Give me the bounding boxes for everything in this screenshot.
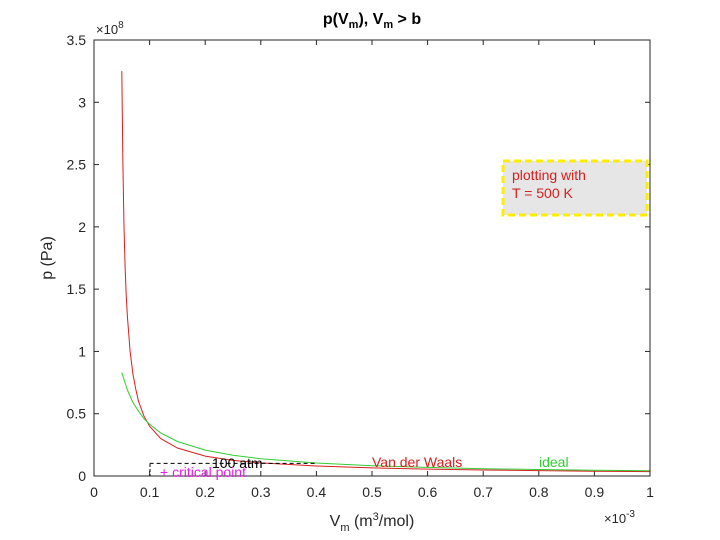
y-tick-label: 2.5 — [67, 157, 87, 173]
critical-point-label: + critical point — [160, 464, 246, 480]
tick-group: 0 0.1 0.2 0.3 0.4 0.5 0.6 0.7 0.8 0.9 1 0 0.5 1 1.5 2 2.… — [67, 32, 655, 500]
y-exponent: ×108 — [96, 20, 124, 37]
x-tick-label: 0.5 — [362, 484, 382, 500]
info-box: plotting with T = 500 K — [501, 159, 649, 217]
x-tick-label: 0.8 — [529, 484, 549, 500]
x-axis-label: Vm (m3/mol) — [330, 511, 415, 534]
y-axis-label: p (Pa) — [39, 236, 56, 280]
y-tick-label: 3.5 — [67, 32, 87, 48]
series-line-vdw — [121, 71, 651, 473]
x-tick-label: 0.1 — [140, 484, 160, 500]
info-box-line2: T = 500 K — [512, 185, 574, 201]
x-tick-label: 0.6 — [418, 484, 438, 500]
x-tick-label: 0.4 — [307, 484, 327, 500]
chart-title: p(Vm), Vm > b — [323, 11, 421, 31]
x-tick-label: 0.7 — [473, 484, 493, 500]
y-tick-label: 0.5 — [67, 406, 87, 422]
x-tick-label: 0.3 — [251, 484, 271, 500]
y-tick-label: 1.5 — [67, 281, 87, 297]
ideal-label: ideal — [539, 454, 569, 470]
vdw-label: Van der Waals — [372, 454, 462, 470]
x-tick-label: 0 — [90, 484, 98, 500]
y-tick-label: 2 — [78, 219, 86, 235]
y-tick-label: 1 — [78, 343, 86, 359]
info-box-line1: plotting with — [512, 167, 586, 183]
x-tick-label: 0.2 — [195, 484, 215, 500]
series-group — [121, 71, 651, 473]
x-tick-label: 1 — [646, 484, 654, 500]
series-line-ideal — [121, 372, 651, 472]
x-exponent: ×10-3 — [604, 509, 635, 526]
x-tick-label: 0.9 — [585, 484, 605, 500]
reference-line-label: 100 atm — [212, 455, 263, 471]
y-tick-label: 0 — [78, 468, 86, 484]
y-tick-label: 3 — [78, 94, 86, 110]
axes-box — [93, 39, 651, 477]
